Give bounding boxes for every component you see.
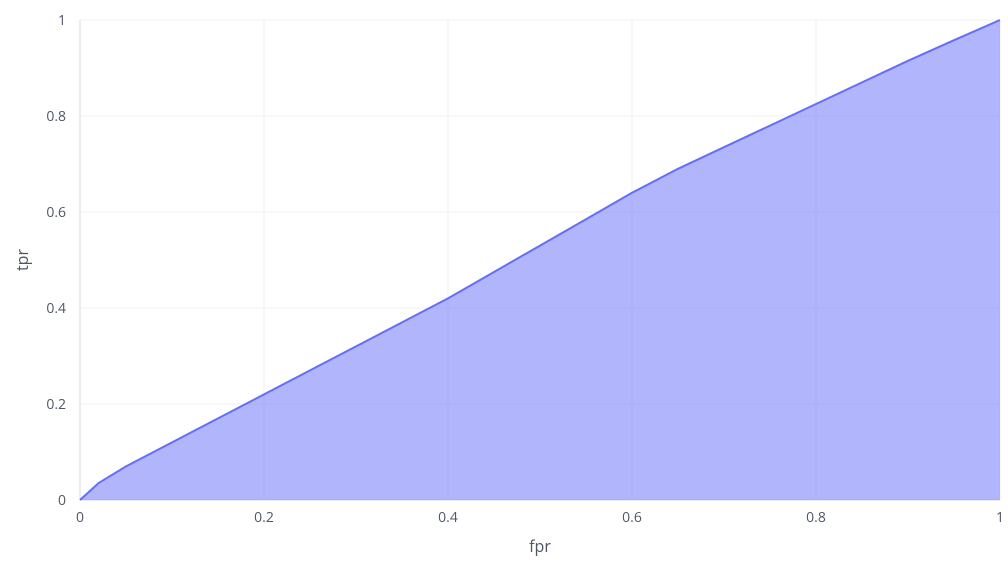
y-axis-title: tpr bbox=[11, 249, 33, 271]
roc-chart: 0 0.2 0.4 0.6 0.8 1 0 0.2 0.4 0.6 0.8 1 fpr tpr bbox=[0, 0, 1008, 576]
roc-chart-svg: 0 0.2 0.4 0.6 0.8 1 0 0.2 0.4 0.6 0.8 1 fpr tpr bbox=[0, 0, 1008, 576]
x-tick-label: 0 bbox=[76, 508, 84, 527]
y-tick-label: 0.8 bbox=[46, 107, 66, 126]
x-tick-label: 0.2 bbox=[254, 508, 274, 527]
x-tick-label: 1 bbox=[996, 508, 1004, 527]
y-tick-label: 0.2 bbox=[46, 395, 66, 414]
y-tick-label: 0.4 bbox=[46, 299, 66, 318]
x-tick-label: 0.8 bbox=[806, 508, 826, 527]
y-tick-label: 1 bbox=[58, 11, 66, 30]
x-axis-title: fpr bbox=[529, 535, 551, 557]
y-tick-label: 0 bbox=[58, 491, 66, 510]
x-tick-label: 0.4 bbox=[438, 508, 458, 527]
x-tick-label: 0.6 bbox=[622, 508, 642, 527]
y-tick-label: 0.6 bbox=[46, 203, 66, 222]
